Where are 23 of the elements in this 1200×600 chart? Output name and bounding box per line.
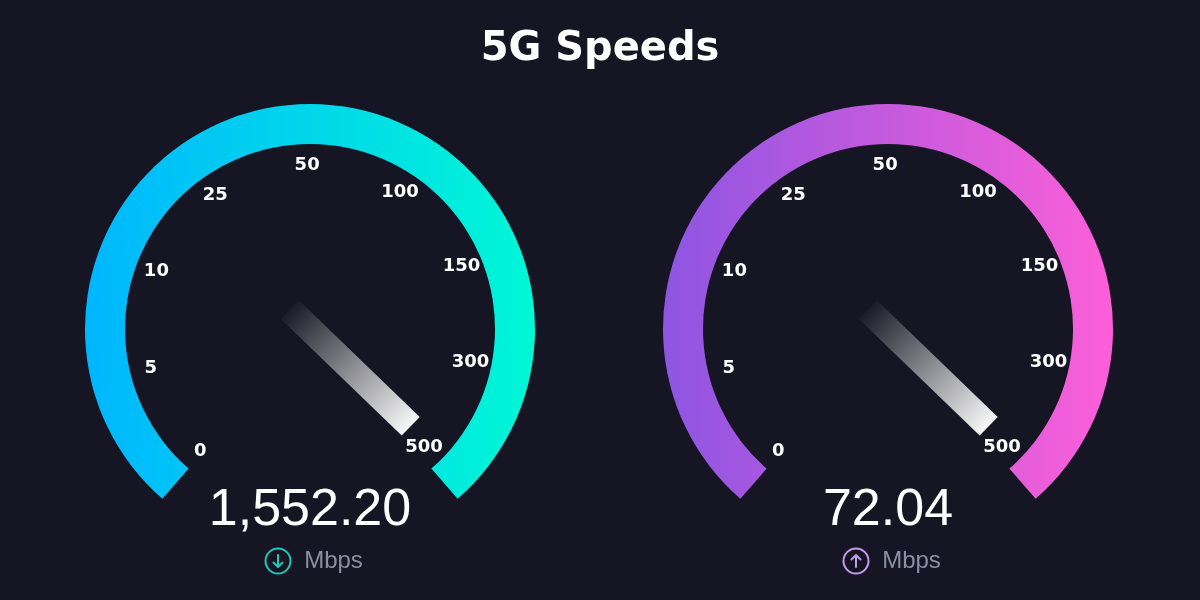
text: 10	[721, 259, 747, 281]
text: 150	[442, 253, 481, 275]
text: 150	[1020, 253, 1059, 275]
text: Mbps	[882, 545, 941, 573]
data-label: 1,552.20	[208, 478, 412, 536]
text: 5	[722, 355, 735, 377]
text: 0	[772, 438, 785, 460]
text: 5G Speeds	[480, 22, 720, 70]
text: Mbps	[304, 545, 363, 573]
text: 25	[780, 182, 806, 204]
text: 25	[202, 182, 228, 204]
text: 50	[294, 152, 320, 174]
text: 300	[451, 350, 490, 372]
text: 10	[143, 259, 169, 281]
text: 500	[983, 434, 1021, 456]
text: 500	[405, 434, 443, 456]
text: 300	[1029, 350, 1068, 372]
text: 0	[194, 438, 207, 460]
data-label: 72.04	[822, 478, 954, 536]
text: 5	[144, 355, 157, 377]
text: 100	[381, 179, 419, 201]
text: 50	[872, 152, 898, 174]
text: 100	[959, 179, 997, 201]
